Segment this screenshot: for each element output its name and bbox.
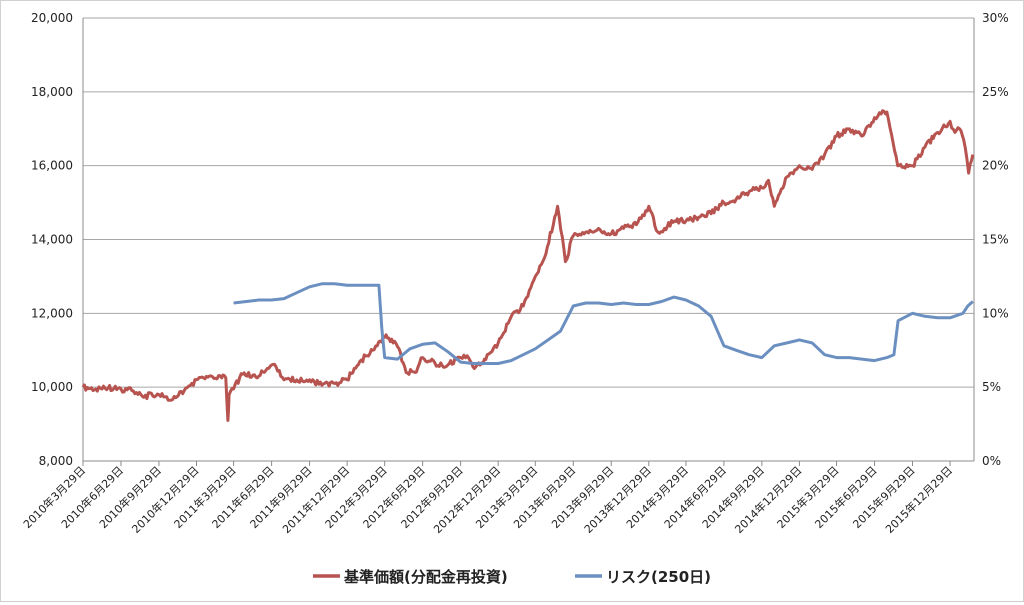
series-line-1 (81, 109, 975, 422)
gridlines (83, 17, 974, 462)
y-right-tick-label: 0% (982, 454, 1001, 468)
x-axis-ticks: 2010年3月29日2010年6月29日2010年9月29日2010年12月29… (20, 461, 955, 536)
y-right-tick-label: 5% (982, 380, 1001, 394)
y-right-tick-label: 15% (982, 233, 1009, 247)
legend-label: 基準価額(分配金再投資) (343, 568, 508, 586)
y-left-tick-label: 10,000 (31, 380, 73, 394)
legend-label: リスク(250日) (606, 568, 711, 586)
legend: 基準価額(分配金再投資) リスク(250日) (313, 568, 711, 586)
y-axis-left-ticks: 8,000 10,000 12,000 14,000 16,000 18,000 20,00… (31, 11, 73, 468)
series-lines (81, 109, 975, 422)
y-left-tick-label: 20,000 (31, 11, 73, 25)
y-right-tick-label: 25% (982, 85, 1009, 99)
y-left-tick-label: 14,000 (31, 233, 73, 247)
y-left-tick-label: 12,000 (31, 306, 73, 320)
x-tick-label: 2015年12月29日 (882, 463, 955, 536)
y-right-tick-label: 20% (982, 159, 1009, 173)
x-tick-label: 2013年12月29日 (581, 463, 654, 536)
x-tick-label: 2011年12月29日 (279, 463, 352, 536)
y-left-tick-label: 16,000 (31, 159, 73, 173)
x-tick-label: 2012年12月29日 (430, 463, 503, 536)
x-tick-label: 2014年12月29日 (732, 463, 805, 536)
y-right-tick-label: 10% (982, 306, 1009, 320)
series-line-2 (233, 282, 974, 365)
x-tick-label: 2010年12月29日 (129, 463, 202, 536)
y-left-tick-label: 8,000 (39, 454, 73, 468)
y-left-tick-label: 18,000 (31, 85, 73, 99)
y-right-tick-label: 30% (982, 11, 1009, 25)
y-axis-right-ticks: 0% 5% 10% 15% 20% 25% 30% (982, 11, 1009, 468)
